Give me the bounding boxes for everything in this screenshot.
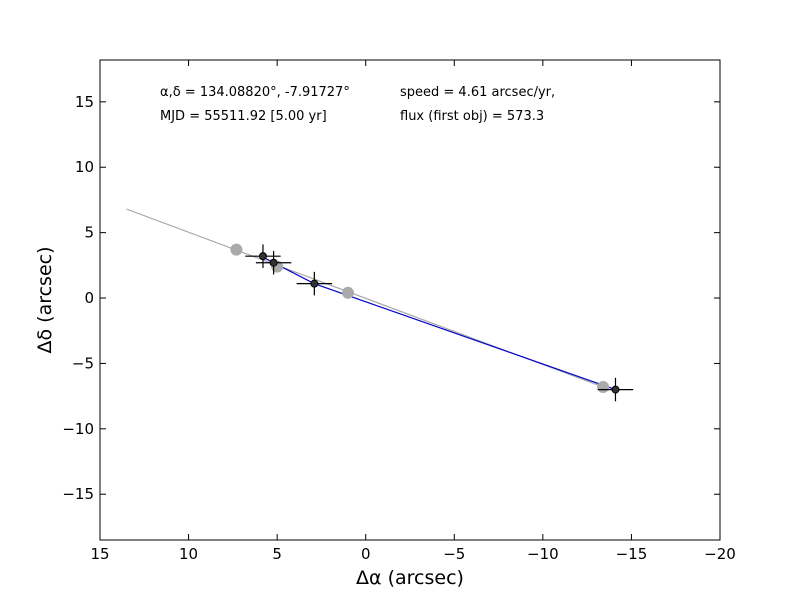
observed-point: [310, 279, 319, 288]
x-tick-label: 10: [179, 545, 198, 563]
annotation-coords: α,δ = 134.08820°, -7.91727°: [160, 85, 350, 100]
observed-point: [258, 252, 267, 261]
annotation-speed: speed = 4.61 arcsec/yr,: [400, 85, 555, 100]
model-point: [597, 380, 610, 393]
observed-points-layer: [258, 252, 620, 394]
observed-point: [269, 258, 278, 267]
y-tick-label: −10: [62, 420, 94, 438]
annotation-flux: flux (first obj) = 573.3: [400, 109, 544, 124]
observed-point: [611, 385, 620, 394]
x-axis-ticks: 15 10 5 0 −5 −10 −15 −20: [90, 60, 736, 563]
x-tick-label: −5: [443, 545, 465, 563]
y-tick-label: 15: [75, 93, 94, 111]
y-tick-label: 5: [84, 224, 94, 242]
y-tick-label: 10: [75, 158, 94, 176]
x-tick-label: 0: [361, 545, 371, 563]
fit-line-layer: [260, 255, 616, 391]
x-tick-label: 15: [90, 545, 109, 563]
model-point: [230, 243, 243, 256]
y-tick-label: −15: [62, 485, 94, 503]
y-axis-label: Δδ (arcsec): [34, 246, 56, 353]
x-tick-label: 5: [272, 545, 282, 563]
plot-area: [100, 60, 720, 540]
fit-motion-line: [260, 255, 616, 391]
annotation-mjd: MJD = 55511.92 [5.00 yr]: [160, 109, 327, 124]
x-tick-label: −10: [527, 545, 559, 563]
x-tick-label: −15: [616, 545, 648, 563]
x-axis-label: Δα (arcsec): [356, 567, 464, 589]
y-tick-label: 0: [84, 289, 94, 307]
y-tick-label: −5: [72, 354, 94, 372]
axes-frame: [99, 59, 721, 541]
x-tick-label: −20: [704, 545, 736, 563]
model-point: [342, 286, 354, 299]
y-axis-ticks: 15 10 5 0 −5 −10 −15: [62, 93, 720, 503]
